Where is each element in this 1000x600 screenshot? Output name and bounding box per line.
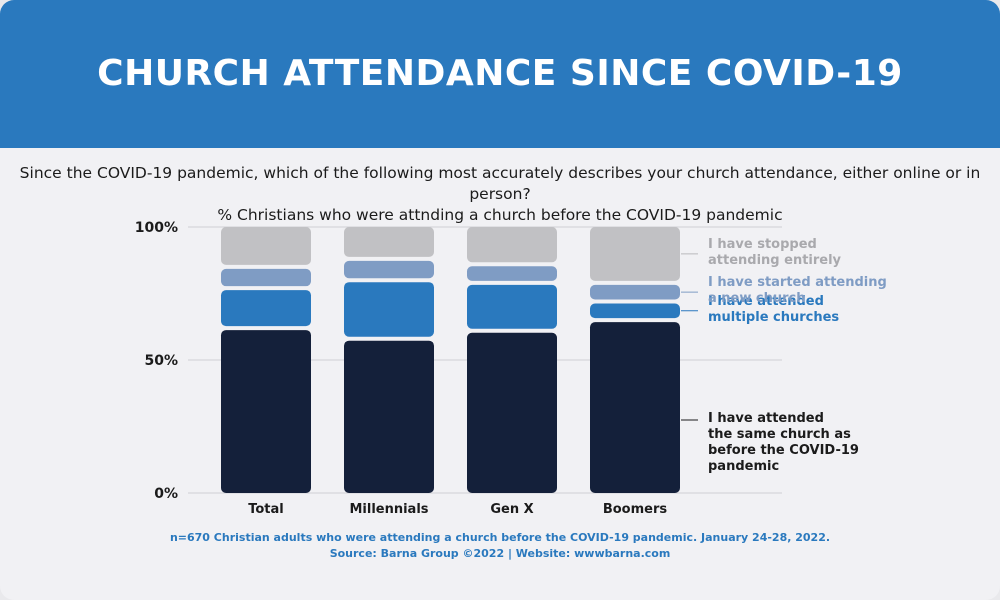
page-title: CHURCH ATTENDANCE SINCE COVID-19: [97, 53, 903, 94]
legend-label: a new church: [708, 291, 806, 306]
bar-segment: [221, 330, 311, 493]
bar-segment: [590, 322, 680, 493]
bar-segment: [221, 227, 311, 265]
bar-segment: [590, 284, 680, 300]
bar-segment: [467, 227, 557, 263]
legend-label: before the COVID-19: [708, 443, 859, 458]
question-text: Since the COVID-19 pandemic, which of th…: [0, 163, 1000, 226]
bar-segment: [344, 340, 434, 493]
bar-segment: [467, 266, 557, 281]
bar-segment: [344, 282, 434, 337]
x-tick-label: Gen X: [490, 502, 533, 517]
legend-label: pandemic: [708, 459, 779, 474]
source-note: n=670 Christian adults who were attendin…: [0, 530, 1000, 562]
legend-label: I have stopped: [708, 237, 817, 252]
legend-label: multiple churches: [708, 310, 839, 325]
y-tick-label: 0%: [154, 486, 178, 502]
bar-segment: [590, 227, 680, 281]
question-line-1: Since the COVID-19 pandemic, which of th…: [19, 164, 981, 203]
bar-segment: [344, 260, 434, 279]
question-subtitle: % Christians who were attnding a church …: [217, 206, 783, 224]
x-tick-label: Total: [248, 502, 284, 517]
header-banner: CHURCH ATTENDANCE SINCE COVID-19: [0, 0, 1000, 148]
bar-segment: [221, 268, 311, 287]
bar-segment: [467, 332, 557, 493]
bar-segment: [590, 303, 680, 319]
source-credit: Source: Barna Group ©2022 | Website: www…: [329, 547, 671, 560]
x-tick-label: Millennials: [349, 502, 428, 517]
y-tick-label: 100%: [135, 220, 178, 236]
legend-label: I have attended: [708, 294, 824, 309]
sample-note: n=670 Christian adults who were attendin…: [169, 531, 831, 544]
x-tick-label: Boomers: [603, 502, 668, 517]
bar-segment: [221, 290, 311, 327]
legend-label: the same church as: [708, 427, 851, 442]
y-tick-label: 50%: [144, 353, 178, 369]
bar-segment: [467, 284, 557, 329]
legend-label: attending entirely: [708, 253, 842, 268]
legend-label: I have attended: [708, 411, 824, 426]
bar-segment: [344, 227, 434, 257]
legend-label: I have started attending: [708, 275, 887, 290]
